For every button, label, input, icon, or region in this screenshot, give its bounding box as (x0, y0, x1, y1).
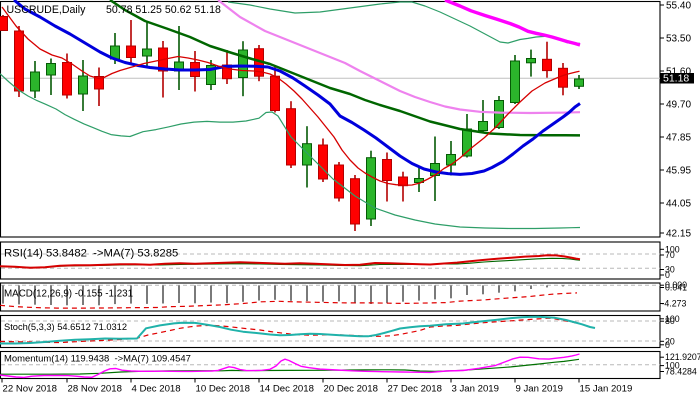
svg-text:100: 100 (665, 361, 680, 371)
svg-text:70: 70 (665, 250, 675, 260)
svg-text:51.18: 51.18 (663, 73, 689, 85)
svg-text:Stoch(5,3,3) 54.6512 71.0312: Stoch(5,3,3) 54.6512 71.0312 (4, 322, 127, 332)
svg-text:27 Dec 2018: 27 Dec 2018 (388, 384, 442, 395)
svg-text:10 Dec 2018: 10 Dec 2018 (196, 384, 250, 395)
svg-text:20: 20 (665, 336, 675, 346)
svg-text:121.9207: 121.9207 (665, 352, 700, 362)
svg-text:15 Jan 2019: 15 Jan 2019 (580, 384, 633, 395)
svg-text:3 Jan 2019: 3 Jan 2019 (452, 384, 499, 395)
svg-text:100: 100 (665, 314, 680, 324)
svg-text:0.041: 0.041 (665, 283, 687, 293)
svg-text:42.15: 42.15 (666, 229, 691, 240)
svg-text:30: 30 (665, 265, 675, 275)
svg-text:RSI(14) 53.8482 ->MA(7) 53.82: RSI(14) 53.8482 ->MA(7) 53.8285 (4, 248, 178, 260)
svg-text:22 Nov 2018: 22 Nov 2018 (3, 384, 57, 395)
svg-text:4 Dec 2018: 4 Dec 2018 (132, 384, 181, 395)
svg-text:14 Dec 2018: 14 Dec 2018 (260, 384, 314, 395)
svg-text:53.50: 53.50 (666, 34, 691, 45)
svg-text:28 Nov 2018: 28 Nov 2018 (68, 384, 122, 395)
svg-text:47.85: 47.85 (666, 133, 691, 144)
svg-text:USCRUDE,Daily 50.78 51.2: USCRUDE,Daily 50.78 51.25 50.62 51.18 (7, 4, 221, 16)
svg-text:9 Jan 2019: 9 Jan 2019 (516, 384, 563, 395)
svg-text:100: 100 (665, 244, 680, 254)
svg-text:0: 0 (665, 340, 670, 350)
svg-text:-4.273: -4.273 (662, 299, 687, 309)
svg-text:20 Dec 2018: 20 Dec 2018 (324, 384, 378, 395)
svg-text:45.95: 45.95 (666, 166, 691, 177)
svg-text:44.05: 44.05 (666, 199, 691, 210)
svg-text:0.000: 0.000 (665, 280, 687, 290)
svg-text:55.40: 55.40 (666, 1, 691, 12)
svg-text:80: 80 (665, 316, 675, 326)
svg-text:Momentum(14) 119.9438 ->MA(7): Momentum(14) 119.9438 ->MA(7) 109.4547 (4, 354, 191, 365)
svg-text:0: 0 (665, 270, 670, 280)
svg-text:51.60: 51.60 (666, 67, 691, 78)
svg-text:MACD(12,26,9) -0.155 -1.231: MACD(12,26,9) -0.155 -1.231 (4, 289, 133, 300)
svg-text:49.70: 49.70 (666, 100, 691, 111)
svg-text:78.4284: 78.4284 (665, 367, 697, 377)
